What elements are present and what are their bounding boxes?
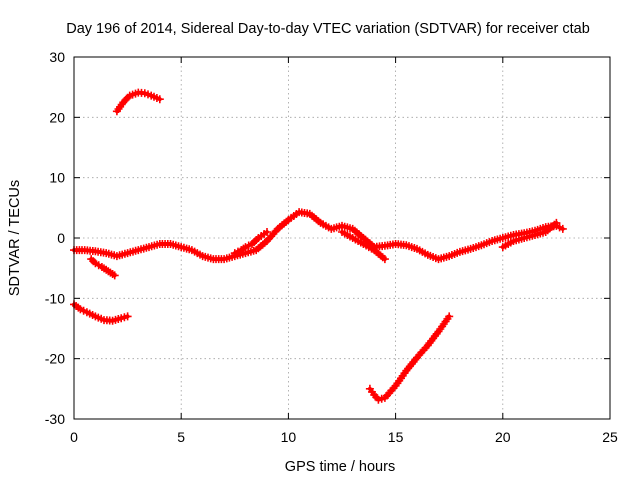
x-tick-label: 15 [388, 429, 404, 445]
y-tick-label: 30 [49, 49, 65, 65]
y-tick-label: -20 [45, 351, 65, 367]
data-point [552, 218, 561, 227]
series-segment-main-1 [70, 208, 567, 264]
series-segment-lower-left [70, 300, 132, 325]
y-tick-label: -30 [45, 411, 65, 427]
x-tick-label: 20 [495, 429, 511, 445]
x-axis-label: GPS time / hours [285, 459, 395, 475]
data-point [263, 228, 271, 236]
y-tick-label: 20 [49, 109, 65, 125]
data-point [380, 255, 389, 264]
data-point [558, 224, 567, 233]
ticks: 0 5 10 15 20 25 -30 -20 -10 0 10 20 30 [45, 49, 618, 445]
x-tick-label: 0 [70, 429, 78, 445]
series-segment-noise-c [338, 228, 389, 264]
data-layer [70, 88, 567, 404]
series-segment-noise-b [230, 228, 271, 258]
x-tick-label: 25 [602, 429, 618, 445]
series-segment-upper [112, 88, 164, 116]
data-point [155, 95, 164, 104]
y-tick-label: 10 [49, 170, 65, 186]
series-segment-lower-right [365, 312, 454, 404]
y-tick-label: -10 [45, 290, 65, 306]
y-tick-label: 0 [57, 230, 65, 246]
x-tick-label: 5 [177, 429, 185, 445]
data-point [445, 312, 454, 321]
series-segment-noise-a [87, 255, 119, 280]
data-point [123, 312, 132, 321]
x-tick-label: 10 [281, 429, 297, 445]
y-axis-label: SDTVAR / TECUs [7, 180, 23, 296]
series-segment-noise-d [498, 218, 561, 252]
chart-title: Day 196 of 2014, Sidereal Day-to-day VTE… [66, 21, 590, 37]
data-point [110, 271, 119, 280]
